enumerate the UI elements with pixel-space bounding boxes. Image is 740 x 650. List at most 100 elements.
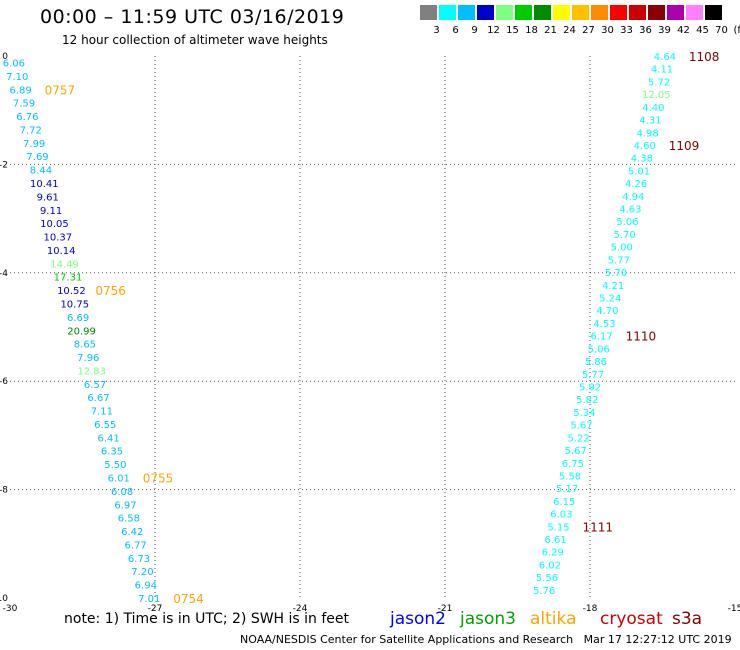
wave-height-value: 4.64 [654,52,676,63]
wave-height-value: 7.72 [20,125,42,136]
wave-height-value: 7.96 [77,353,99,364]
wave-height-value: 5.15 [547,522,569,533]
wave-height-value: 6.67 [87,393,109,404]
wave-height-value: 6.97 [114,500,136,511]
color-swatch [591,5,608,20]
wave-height-value: 5.06 [616,217,638,228]
y-tick-label: -4 [0,269,8,279]
wave-height-value: 7.69 [26,152,48,163]
color-scale-label: 42 [677,25,690,36]
color-scale-label: 24 [563,25,576,36]
wave-height-value: 6.03 [550,510,572,521]
wave-height-value: 10.14 [47,246,76,257]
wave-height-value: 4.94 [622,192,644,203]
wave-height-value: 7.01 [138,594,160,605]
footer-credit: NOAA/NESDIS Center for Satellite Applica… [240,634,732,645]
y-tick-label: -2 [0,160,8,170]
wave-height-value: 7.59 [13,99,35,110]
track-time-label: 0757 [45,83,76,97]
color-scale-label: 33 [620,25,633,36]
wave-height-value: 6.01 [108,474,130,485]
wave-height-value: 5.58 [559,471,581,482]
color-scale-label: 21 [544,25,557,36]
color-scale-label: 45 [696,25,709,36]
mission-label-cryosat: cryosat [600,609,663,629]
credit-timestamp: Mar 17 12:27:12 UTC 2019 [583,633,732,646]
track-time-label: 1108 [689,50,720,64]
wave-height-value: 6.76 [16,112,38,123]
wave-height-value: 5.70 [614,230,636,241]
wave-height-value: 12.83 [77,366,106,377]
wave-height-value: 8.44 [30,166,52,177]
footer-note: note: 1) Time is in UTC; 2) SWH is in fe… [64,611,350,627]
wave-height-value: 6.77 [125,540,147,551]
wave-height-value: 10.05 [40,219,69,230]
y-tick-label: -6 [0,377,8,387]
x-tick-label: -18 [583,604,598,614]
wave-height-value: 6.08 [111,487,133,498]
wave-height-value: 5.70 [605,268,627,279]
wave-height-value: 6.06 [3,59,25,70]
wave-height-value: 5.34 [573,408,595,419]
wave-height-value: 6.17 [590,332,612,343]
mission-label-jason2: jason2 [390,609,446,629]
track-time-label: 1111 [582,520,613,534]
wave-height-value: 6.57 [84,380,106,391]
x-tick-label: -24 [293,604,308,614]
wave-height-value: 10.52 [57,286,86,297]
wave-height-value: 4.60 [634,141,656,152]
color-swatch [629,5,646,20]
wave-height-value: 4.53 [593,319,615,330]
wave-height-value: 5.92 [579,382,601,393]
mission-label-altika: altika [530,609,577,629]
wave-height-value: 4.98 [637,128,659,139]
wave-height-value: 4.38 [631,154,653,165]
wave-height-value: 9.61 [37,192,59,203]
wave-height-value: 10.37 [44,233,73,244]
wave-height-value: 6.55 [94,420,116,431]
y-tick-label: -10 [0,594,8,604]
wave-height-value: 6.89 [10,85,32,96]
wave-height-value: 10.41 [30,179,59,190]
wave-height-value: 6.58 [118,514,140,525]
wave-height-value: 6.94 [135,581,157,592]
wave-height-value: 5.76 [533,586,555,597]
wave-height-value: 6.15 [553,497,575,508]
color-swatch [477,5,494,20]
color-scale-label: 36 [639,25,652,36]
chart-title: 00:00 – 11:59 UTC 03/16/2019 [40,6,345,28]
x-tick-label: -15 [728,604,740,614]
wave-height-value: 4.40 [642,103,664,114]
color-scale-label: 70 [715,25,728,36]
wave-height-value: 5.50 [104,460,126,471]
wave-height-value: 5.72 [648,77,670,88]
color-swatch [610,5,627,20]
wave-height-value: 4.70 [596,306,618,317]
wave-height-value: 6.02 [539,560,561,571]
color-swatch [515,5,532,20]
wave-height-value: 5.67 [570,421,592,432]
wave-height-value: 14.49 [50,259,79,270]
color-swatch [705,5,722,20]
credit-org: NOAA/NESDIS Center for Satellite Applica… [240,633,574,646]
wave-height-value: 20.99 [67,326,96,337]
wave-height-value: 10.75 [60,299,89,310]
wave-height-value: 5.67 [565,446,587,457]
wave-height-value: 8.65 [74,340,96,351]
wave-height-value: 6.73 [128,554,150,565]
wave-height-value: 7.99 [23,139,45,150]
color-scale-unit: (ft) [733,25,740,36]
color-swatch [686,5,703,20]
y-tick-label: -8 [0,486,8,496]
wave-height-value: 5.77 [608,255,630,266]
wave-height-value: 5.77 [582,370,604,381]
color-swatch [420,5,437,20]
wave-height-value: 7.11 [91,407,113,418]
color-swatch [534,5,551,20]
color-scale-label: 3 [433,25,440,36]
color-scale-label: 39 [658,25,671,36]
color-swatch [458,5,475,20]
y-tick-label: 0 [2,52,8,62]
color-swatch [667,5,684,20]
